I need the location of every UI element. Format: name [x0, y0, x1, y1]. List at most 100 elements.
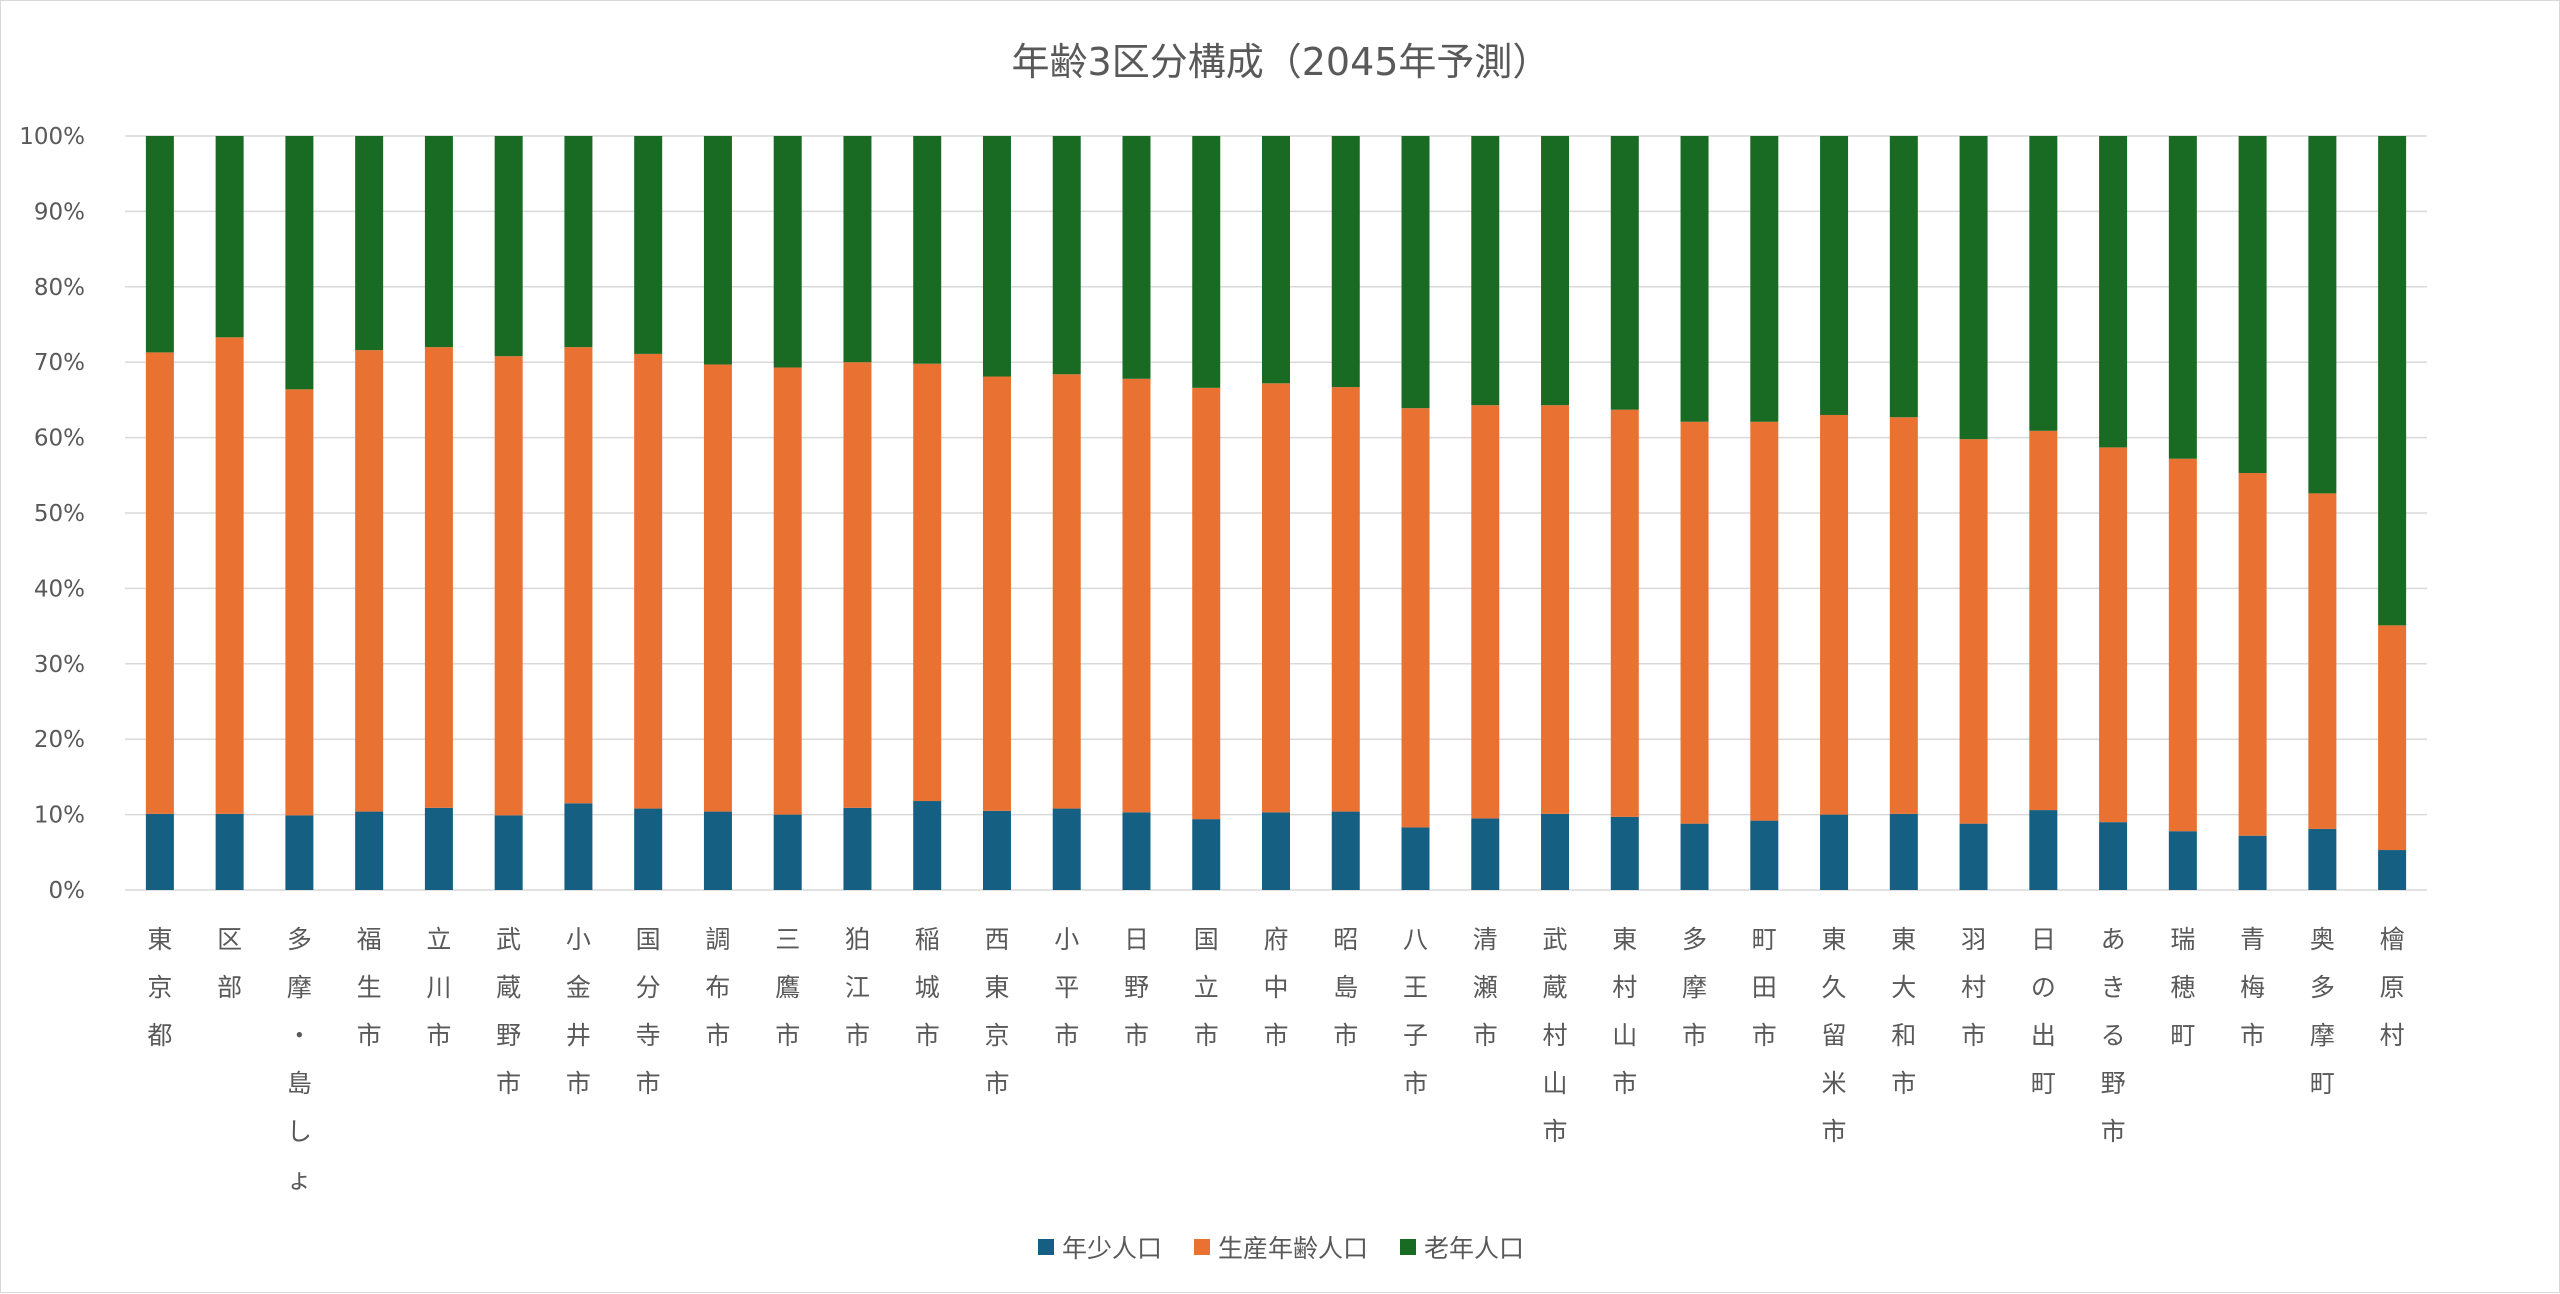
x-tick-label: ・ — [287, 1021, 312, 1050]
x-tick-label: 青 — [2240, 925, 2265, 954]
bar-segment — [1471, 818, 1500, 890]
x-tick-label: 西 — [984, 925, 1009, 954]
bar-segment — [2099, 822, 2128, 890]
bar-segment — [1262, 383, 1290, 813]
bar-segment — [1052, 136, 1081, 375]
x-tick-label: 瀬 — [1473, 973, 1498, 1002]
bar-segment — [1122, 812, 1151, 890]
x-tick-label: 市 — [1403, 1069, 1428, 1098]
chart-title: 年齢3区分構成（2045年予測） — [1011, 40, 1551, 84]
bar-segment — [145, 813, 174, 890]
x-tick-label: 村 — [2380, 1021, 2405, 1050]
bar-segment — [564, 347, 593, 804]
x-tick-label: し — [287, 1117, 312, 1146]
x-tick-label: 生 — [357, 973, 382, 1002]
x-tick-label: 都 — [147, 1021, 172, 1050]
bar-segment — [1820, 814, 1849, 890]
y-tick-label: 60% — [34, 426, 85, 452]
bar-segment — [494, 136, 523, 357]
bar-segment — [982, 376, 1011, 811]
bar-segment — [982, 810, 1011, 890]
bar-segment — [1889, 136, 1918, 418]
x-tick-label: き — [2101, 973, 2126, 1002]
x-tick-label: 国 — [1194, 925, 1219, 954]
legend-swatch — [1193, 1239, 1210, 1255]
y-tick-label: 20% — [34, 727, 85, 753]
x-tick-label: 市 — [984, 1069, 1009, 1098]
x-tick-label: 市 — [1961, 1021, 1986, 1050]
x-tick-label: 市 — [1333, 1021, 1358, 1050]
bar-segment — [2238, 473, 2267, 836]
bar-segment — [1959, 136, 1988, 440]
bar-segment — [1820, 414, 1849, 815]
x-tick-label: 府 — [1263, 925, 1288, 954]
legend-label: 生産年齢人口 — [1217, 1234, 1368, 1263]
bar-segment — [1471, 405, 1500, 819]
bar-segment — [1052, 808, 1081, 890]
x-tick-label: 蔵 — [1543, 973, 1568, 1002]
x-tick-label: 島 — [1333, 973, 1358, 1002]
x-tick-label: 瑞 — [2170, 925, 2195, 954]
bar-segment — [1750, 421, 1779, 821]
bar-segment — [1331, 136, 1360, 388]
x-tick-label: 田 — [1752, 973, 1777, 1002]
bar-segment — [1331, 387, 1360, 812]
bar-segment — [145, 136, 174, 353]
x-tick-label: 東 — [1891, 925, 1916, 954]
x-tick-label: 川 — [426, 973, 451, 1002]
x-tick-label: 市 — [357, 1021, 382, 1050]
bar-segment — [494, 356, 523, 816]
bar-segment — [424, 136, 453, 348]
bar-segment — [2168, 458, 2197, 832]
x-tick-label: 小 — [1054, 925, 1079, 954]
y-tick-label: 10% — [34, 803, 85, 829]
y-tick-label: 50% — [34, 501, 85, 527]
bar-segment — [2099, 136, 2128, 448]
bar-segment — [2029, 430, 2058, 811]
x-tick-label: る — [2101, 1021, 2126, 1050]
bar-segment — [913, 136, 942, 364]
bar-segment — [1192, 819, 1221, 890]
bar-segment — [982, 136, 1011, 377]
bar-segment — [1889, 813, 1918, 890]
x-tick-label: 子 — [1403, 1021, 1428, 1050]
x-tick-label: 東 — [147, 925, 172, 954]
bar-segment — [843, 362, 872, 808]
x-tick-label: 三 — [775, 925, 800, 954]
bar-segment — [2378, 850, 2407, 890]
x-tick-label: 市 — [845, 1021, 870, 1050]
bar-segment — [1610, 816, 1639, 890]
bar-segment — [424, 347, 453, 808]
x-tick-label: 東 — [1612, 925, 1637, 954]
x-tick-label: 市 — [1752, 1021, 1777, 1050]
x-tick-label: の — [2031, 973, 2056, 1002]
x-tick-label: 町 — [2170, 1021, 2195, 1050]
x-tick-label: 井 — [566, 1021, 591, 1050]
bar-segment — [2378, 136, 2407, 626]
x-tick-label: 市 — [1194, 1021, 1219, 1050]
x-tick-label: 村 — [1961, 973, 1986, 1002]
bar-segment — [1192, 136, 1221, 388]
bar-segment — [1122, 378, 1151, 813]
bar-segment — [843, 807, 872, 890]
bar-segment — [564, 136, 593, 348]
x-tick-label: 市 — [2240, 1021, 2265, 1050]
y-tick-label: 100% — [19, 124, 85, 150]
x-tick-label: 狛 — [845, 925, 870, 954]
x-tick-label: 平 — [1054, 973, 1079, 1002]
bar-segment — [773, 136, 802, 368]
x-tick-label: 市 — [1054, 1021, 1079, 1050]
y-tick-label: 40% — [34, 576, 85, 602]
x-tick-label: 市 — [426, 1021, 451, 1050]
bar-segment — [355, 811, 384, 890]
x-tick-label: 福 — [357, 925, 382, 954]
x-tick-label: 市 — [636, 1069, 661, 1098]
y-tick-label: 80% — [34, 275, 85, 301]
x-tick-label: 出 — [2031, 1021, 2056, 1050]
x-tick-label: 市 — [1263, 1021, 1288, 1050]
bar-segment — [1750, 136, 1779, 422]
x-tick-label: 調 — [705, 925, 730, 954]
bar-segment — [215, 813, 244, 890]
